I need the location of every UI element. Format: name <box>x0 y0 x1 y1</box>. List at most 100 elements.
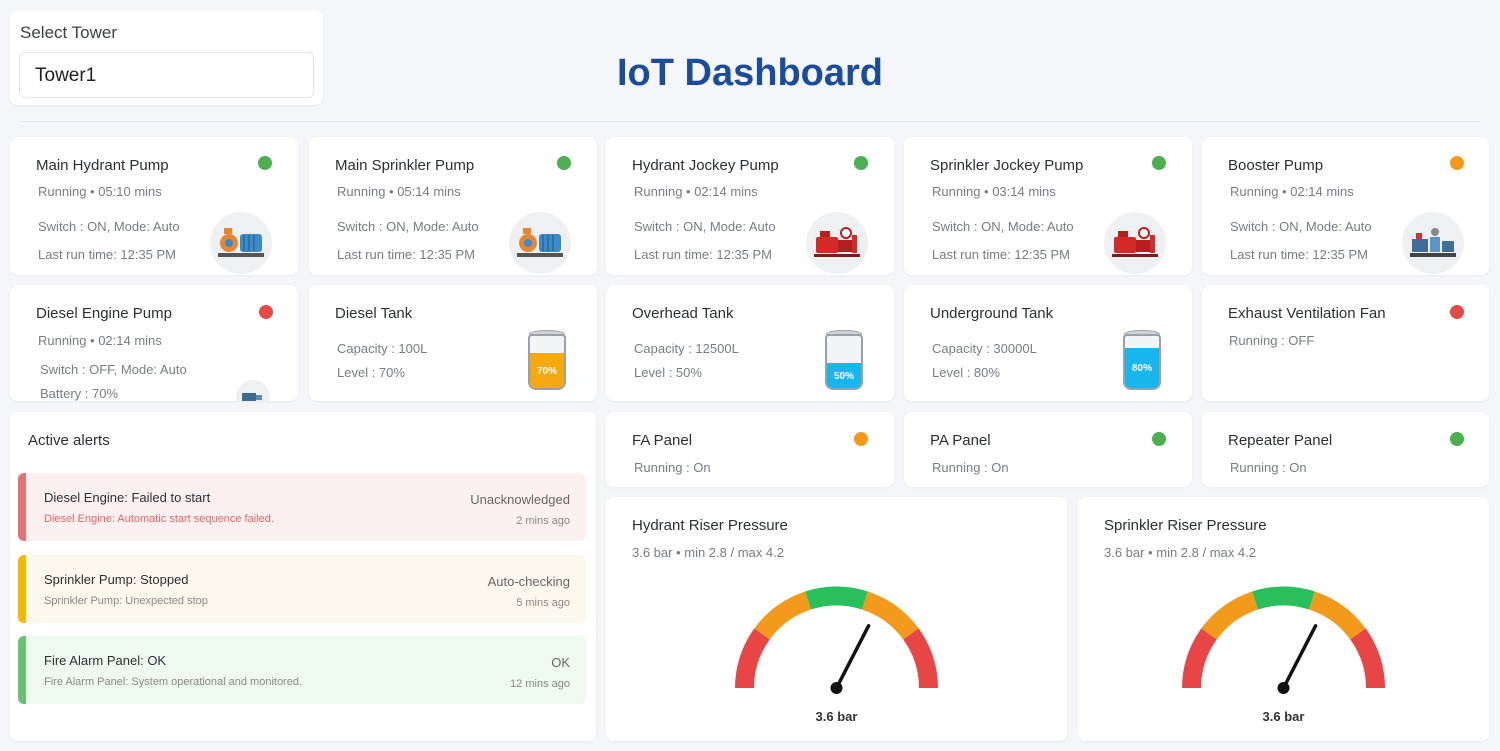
alert-severity-bar <box>18 636 26 704</box>
pump-card[interactable]: Hydrant Jockey Pump Running • 02:14 mins… <box>606 137 894 275</box>
gauge-band-1 <box>754 591 812 640</box>
active-alerts-card: Active alerts Diesel Engine: Failed to s… <box>10 412 596 741</box>
tower-select-label: Select Tower <box>20 23 118 42</box>
card-title: Sprinkler Jockey Pump <box>930 157 1084 174</box>
card-switch: Switch : ON, Mode: Auto <box>337 219 479 234</box>
tower-select-dropdown[interactable]: Tower1 <box>19 52 314 98</box>
blue-pump-motor-icon <box>509 212 571 274</box>
tank-card[interactable]: Overhead Tank Capacity : 12500L Level : … <box>606 285 894 401</box>
gauge-band-4 <box>903 628 938 689</box>
tank-capacity: Capacity : 12500L <box>634 341 739 356</box>
card-title: Hydrant Riser Pressure <box>632 517 788 534</box>
tank-fill-label: 80% <box>1131 363 1152 374</box>
gauge-band-2 <box>805 586 868 610</box>
panel-card[interactable]: Repeater Panel Running : On <box>1202 412 1489 487</box>
tank-capacity: Capacity : 30000L <box>932 341 1037 356</box>
alert-time: 5 mins ago <box>516 597 570 609</box>
card-status: Running • 02:14 mins <box>1230 184 1354 199</box>
tank-fill-label: 50% <box>833 370 854 382</box>
gauge-band-0 <box>735 628 770 689</box>
gauge-hub <box>1277 682 1290 694</box>
status-indicator <box>258 156 272 170</box>
status-indicator <box>259 305 273 319</box>
gauge-value-label: 3.6 bar <box>1262 709 1305 724</box>
panel-card[interactable]: PA Panel Running : On <box>904 412 1192 487</box>
card-last-run: Last run time: 12:35 PM <box>634 247 773 262</box>
alert-item[interactable]: Sprinkler Pump: Stopped Sprinkler Pump: … <box>18 555 586 623</box>
red-fire-pump-icon <box>1104 212 1166 274</box>
alert-time: 12 mins ago <box>510 678 570 690</box>
tank-level-text: Level : 70% <box>337 365 405 380</box>
alert-item[interactable]: Fire Alarm Panel: OK Fire Alarm Panel: S… <box>18 636 586 704</box>
alerts-title: Active alerts <box>28 432 110 449</box>
alert-title: Sprinkler Pump: Stopped <box>44 572 189 587</box>
card-status: Running • 03:14 mins <box>932 184 1056 199</box>
tank-fill <box>530 353 564 388</box>
tank-level-text: Level : 50% <box>634 365 702 380</box>
alert-time: 2 mins ago <box>516 515 570 527</box>
alert-description: Fire Alarm Panel: System operational and… <box>44 676 303 688</box>
status-indicator <box>1152 156 1166 170</box>
pump-card[interactable]: Booster Pump Running • 02:14 mins Switch… <box>1202 137 1489 275</box>
alert-state: OK <box>551 655 570 670</box>
card-title: Underground Tank <box>930 305 1054 322</box>
header-divider <box>20 121 1480 122</box>
card-switch: Switch : ON, Mode: Auto <box>634 219 776 234</box>
card-title: Repeater Panel <box>1228 432 1333 449</box>
gauge-subtitle: 3.6 bar • min 2.8 / max 4.2 <box>632 545 784 560</box>
card-status: Running : On <box>932 460 1009 475</box>
booster-pump-skid-icon <box>1402 212 1464 274</box>
card-switch: Switch : OFF, Mode: Auto <box>40 362 187 377</box>
gauge-band-3 <box>861 591 919 640</box>
card-battery: Battery : 70% <box>40 386 119 401</box>
alert-description: Diesel Engine: Automatic start sequence … <box>44 513 274 525</box>
card-status: Running • 05:10 mins <box>38 184 162 199</box>
card-status: Running • 02:14 mins <box>38 333 162 348</box>
card-status: Running : On <box>634 460 711 475</box>
gauge-band-2 <box>1252 586 1315 610</box>
exhaust-ventilation-fan-card[interactable]: Exhaust Ventilation Fan Running : OFF <box>1202 285 1489 401</box>
pump-card[interactable]: Sprinkler Jockey Pump Running • 03:14 mi… <box>904 137 1192 275</box>
card-last-run: Last run time: 12:35 PM <box>1230 247 1369 262</box>
diesel-engine-pump-card[interactable]: Diesel Engine Pump Running • 02:14 mins … <box>10 285 298 401</box>
pressure-gauge-card: Sprinkler Riser Pressure 3.6 bar • min 2… <box>1078 497 1489 741</box>
status-indicator <box>1450 156 1464 170</box>
card-last-run: Last run time: 12:35 PM <box>932 247 1071 262</box>
pump-card[interactable]: Main Hydrant Pump Running • 05:10 mins S… <box>10 137 298 275</box>
alert-title: Diesel Engine: Failed to start <box>44 490 211 505</box>
card-title: Booster Pump <box>1228 157 1324 174</box>
page-title: IoT Dashboard <box>616 52 884 94</box>
card-switch: Switch : ON, Mode: Auto <box>38 219 180 234</box>
alert-title: Fire Alarm Panel: OK <box>44 653 167 668</box>
card-title: Sprinkler Riser Pressure <box>1104 517 1267 534</box>
status-indicator <box>1152 432 1166 446</box>
card-status: Running : On <box>1230 460 1307 475</box>
card-switch: Switch : ON, Mode: Auto <box>1230 219 1372 234</box>
panel-card[interactable]: FA Panel Running : On <box>606 412 894 487</box>
alert-state: Auto-checking <box>487 574 570 589</box>
card-title: Diesel Tank <box>335 305 413 322</box>
card-title: Main Sprinkler Pump <box>335 157 475 174</box>
tank-fill <box>1125 348 1159 388</box>
gauge-band-3 <box>1308 591 1366 640</box>
tower-select-card: Select Tower Tower1 <box>10 10 323 105</box>
status-indicator <box>854 432 868 446</box>
card-last-run: Last run time: 12:35 PM <box>337 247 476 262</box>
red-fire-pump-icon <box>806 212 868 274</box>
card-title: Overhead Tank <box>632 305 734 322</box>
pump-card[interactable]: Main Sprinkler Pump Running • 05:14 mins… <box>309 137 597 275</box>
tank-card[interactable]: Underground Tank Capacity : 30000L Level… <box>904 285 1192 401</box>
tower-select-value: Tower1 <box>35 65 97 86</box>
tank-card[interactable]: Diesel Tank Capacity : 100L Level : 70% … <box>309 285 597 401</box>
card-title: Hydrant Jockey Pump <box>632 157 779 174</box>
status-indicator <box>557 156 571 170</box>
tank-level-gauge: 70% <box>528 330 566 394</box>
gauge-hub <box>830 682 843 694</box>
tank-level-gauge: 80% <box>1123 330 1161 394</box>
alert-item[interactable]: Diesel Engine: Failed to start Diesel En… <box>18 473 586 541</box>
card-last-run: Last run time: 12:35 PM <box>38 247 177 262</box>
status-indicator <box>1450 305 1464 319</box>
card-title: Exhaust Ventilation Fan <box>1228 305 1386 322</box>
gauge-subtitle: 3.6 bar • min 2.8 / max 4.2 <box>1104 545 1256 560</box>
tank-capacity: Capacity : 100L <box>337 341 428 356</box>
